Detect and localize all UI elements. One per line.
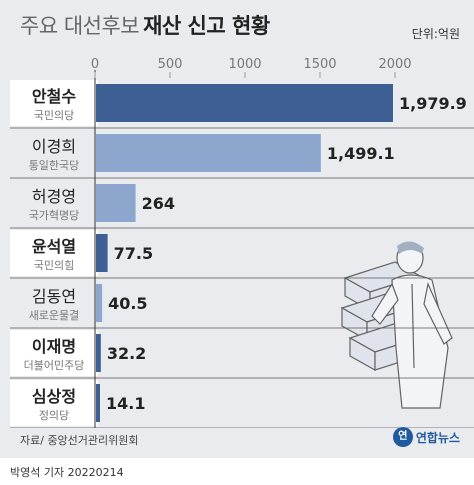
x-tick-label: 2000	[378, 57, 411, 72]
chart-title: 주요 대선후보 재산 신고 현황	[20, 10, 270, 46]
candidate-name: 심상정	[32, 387, 76, 406]
party-name: 국민의힘	[34, 259, 74, 272]
bar	[96, 334, 101, 372]
x-tick-label: 0	[91, 57, 99, 72]
value-label: 1,979.9	[399, 94, 467, 113]
candidate-name: 허경영	[32, 187, 76, 206]
bar	[96, 384, 100, 422]
title-bold: 재산 신고 현황	[143, 14, 270, 38]
bar	[96, 184, 136, 222]
unit-label: 단위:억원	[411, 27, 460, 41]
row-label-background	[10, 330, 98, 376]
party-name: 새로운물결	[29, 309, 80, 322]
person-with-money-illustration	[340, 241, 453, 409]
x-tick-label: 1500	[303, 57, 336, 72]
bars-layer: 1,979.9 1,499.1 264 77.5 40.5 32.2 14.1	[96, 84, 467, 422]
value-label: 32.2	[107, 344, 146, 363]
x-tick-label: 500	[158, 57, 183, 72]
byline: 박영석 기자 20220214	[10, 466, 124, 479]
value-label: 77.5	[114, 244, 153, 263]
candidate-name: 김동연	[32, 287, 76, 306]
candidate-name: 안철수	[32, 87, 76, 106]
value-label: 14.1	[106, 394, 145, 413]
row-label-background	[10, 80, 98, 126]
row-label-background	[10, 230, 98, 276]
chart-card: 주요 대선후보 재산 신고 현황 단위:억원	[0, 0, 474, 458]
candidate-name: 윤석열	[32, 237, 76, 256]
row-label-background	[10, 380, 98, 426]
title-light: 주요 대선후보	[20, 14, 140, 38]
logo-mark: 연	[392, 427, 413, 447]
bar	[96, 134, 321, 172]
bar	[96, 284, 103, 322]
yonhap-logo: 연 연합뉴스	[392, 427, 460, 447]
x-tick-label: 1000	[228, 57, 261, 72]
source-note: 자료/ 중앙선거관리위원회	[20, 434, 139, 447]
x-axis: 0 500 1000 1500 2000	[91, 57, 412, 428]
party-name: 통일한국당	[29, 158, 80, 172]
logo-text: 연합뉴스	[415, 430, 460, 445]
candidate-name: 이경희	[32, 137, 76, 156]
row-label-background	[10, 130, 98, 176]
bar	[96, 234, 108, 272]
chart-rows: 안철수국민의당이경희통일한국당허경영국가혁명당윤석열국민의힘김동연새로운물결이재…	[10, 80, 474, 428]
party-name: 정의당	[39, 409, 69, 422]
value-label: 40.5	[108, 294, 147, 313]
party-name: 국가혁명당	[29, 209, 80, 222]
candidate-name: 이재명	[32, 337, 76, 356]
row-label-background	[10, 280, 98, 326]
party-name: 국민의당	[34, 109, 74, 122]
value-label: 1,499.1	[327, 144, 395, 163]
bar-chart: 안철수국민의당이경희통일한국당허경영국가혁명당윤석열국민의힘김동연새로운물결이재…	[10, 57, 474, 428]
bar	[96, 84, 393, 122]
value-label: 264	[142, 194, 175, 213]
row-label-background	[10, 180, 98, 226]
party-name: 더불어민주당	[24, 359, 85, 372]
